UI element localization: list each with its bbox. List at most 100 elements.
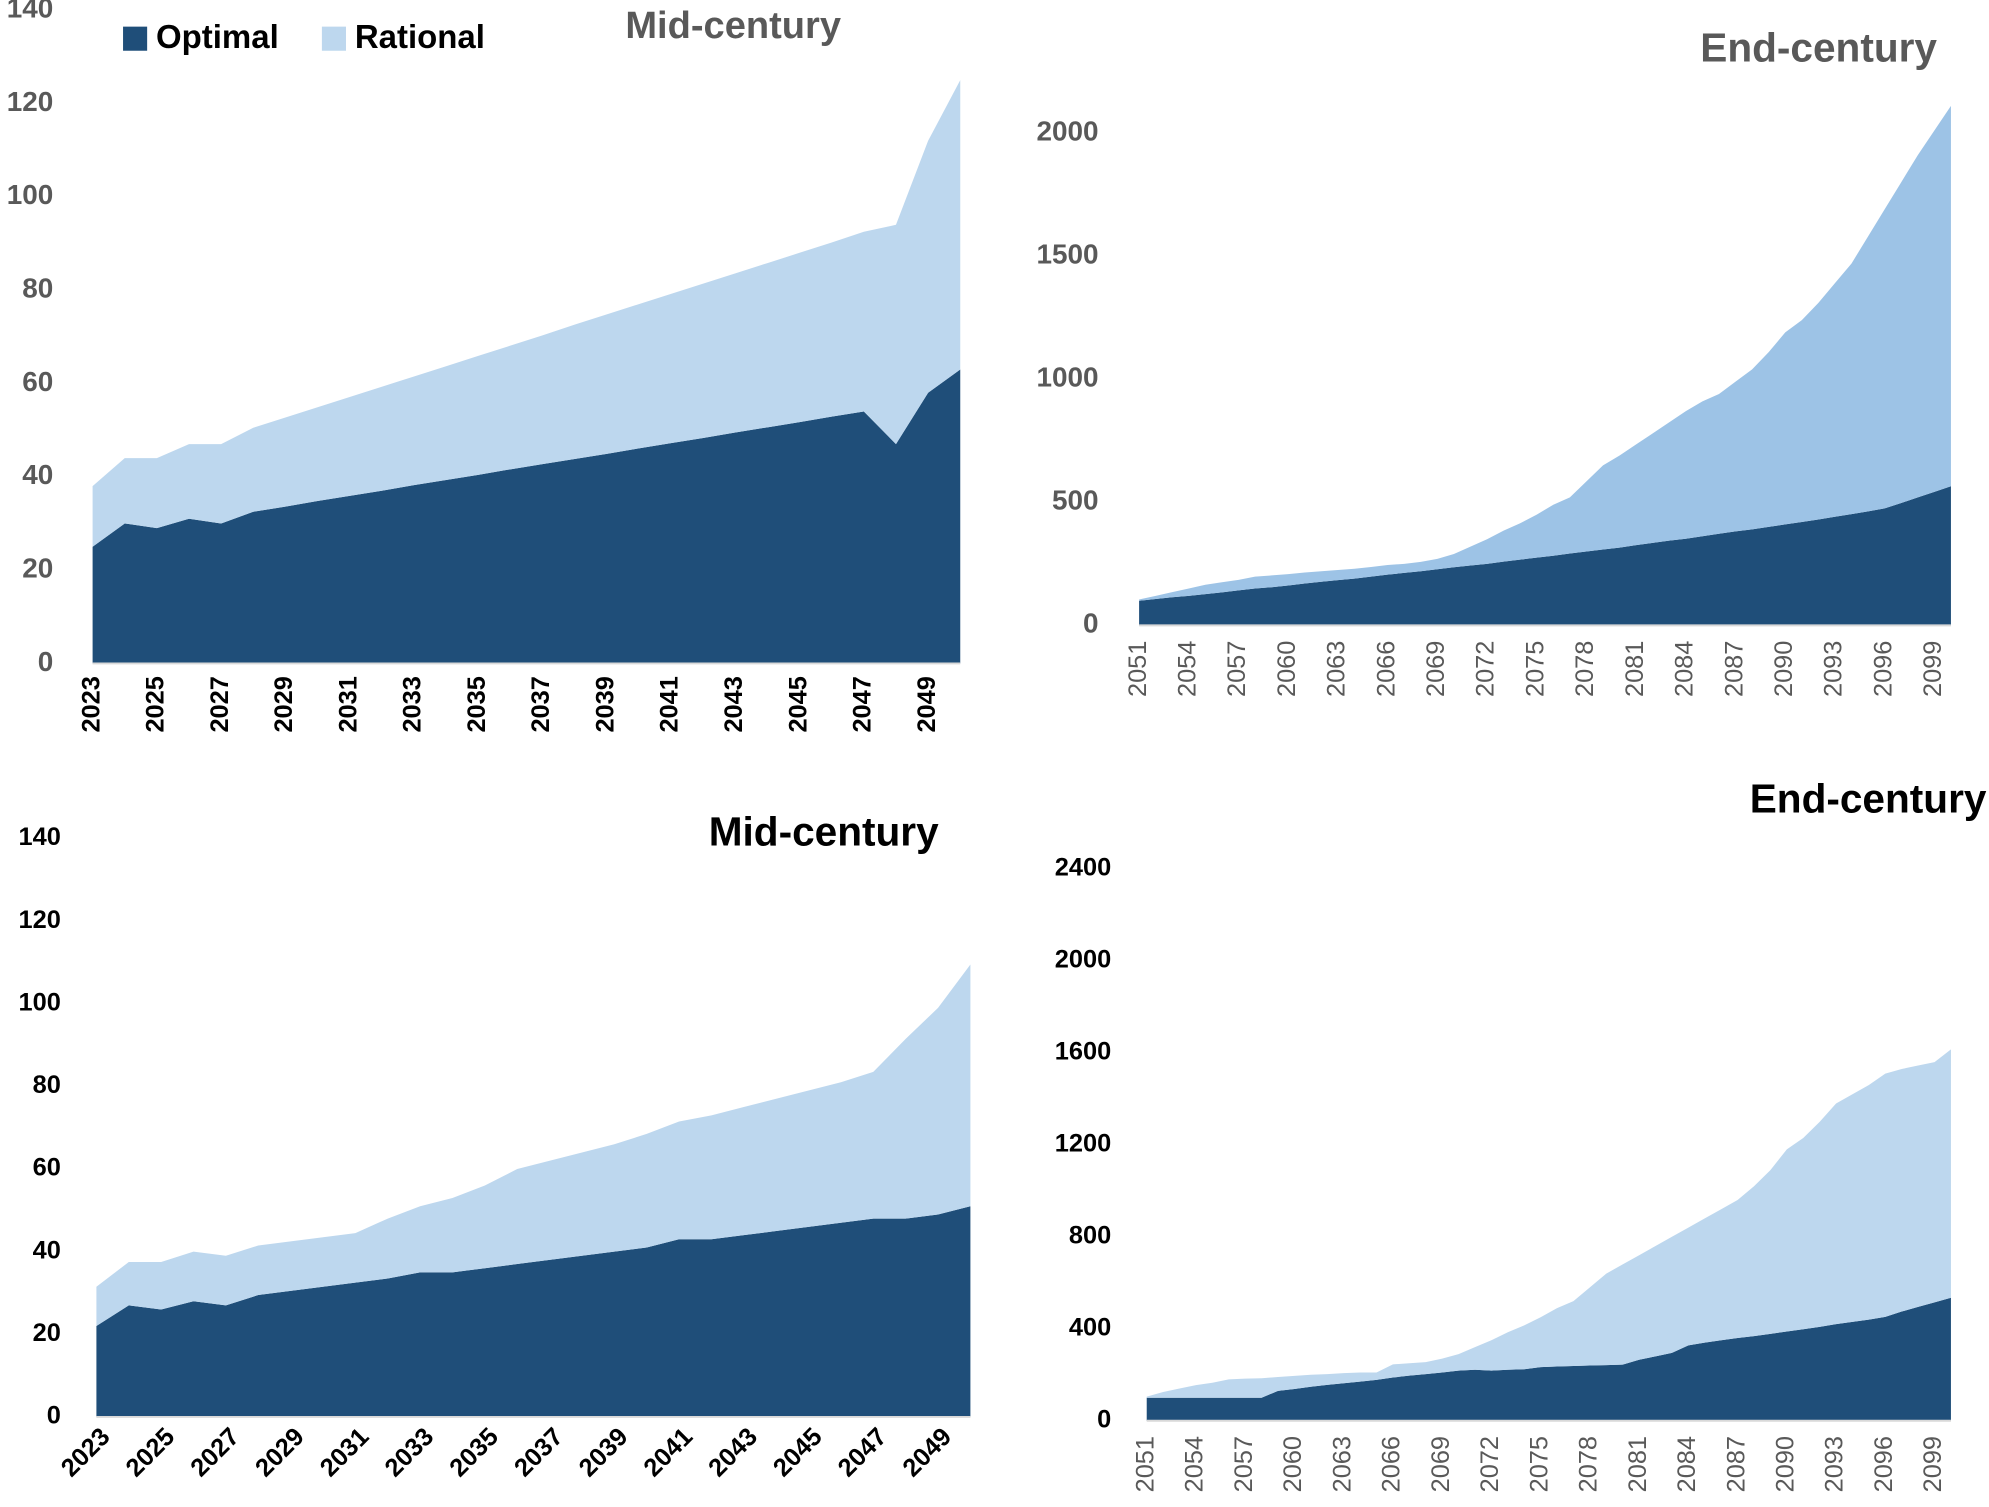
x-tick-label: 2049	[897, 1423, 957, 1483]
y-tick-label: 20	[33, 1319, 61, 1347]
y-tick-label: 0	[1097, 1405, 1111, 1433]
x-tick-label: 2041	[656, 676, 684, 732]
area	[92, 80, 961, 547]
y-tick-label: 100	[19, 988, 61, 1016]
y-tick-label: 140	[7, 0, 54, 24]
y-tick-label: 40	[22, 459, 53, 490]
x-tick-label: 2023	[77, 676, 105, 732]
x-tick-label: 2075	[1521, 641, 1549, 697]
x-tick-label: 2075	[1525, 1436, 1553, 1492]
y-tick-label: 2400	[1055, 854, 1111, 882]
x-tick-label: 2031	[315, 1423, 375, 1483]
chart-title: Mid-century	[625, 5, 841, 47]
chart-title: End-century	[1750, 775, 1987, 821]
x-tick-label: 2087	[1722, 1436, 1750, 1492]
y-tick-label: 60	[33, 1154, 61, 1182]
x-tick-label: 2096	[1870, 1436, 1898, 1492]
y-tick-label: 80	[22, 273, 53, 304]
y-tick-label: 800	[1069, 1222, 1111, 1250]
area	[1139, 486, 1951, 626]
x-tick-label: 2090	[1770, 641, 1798, 697]
x-tick-label: 2041	[639, 1423, 699, 1483]
x-tick-label: 2057	[1230, 1436, 1258, 1492]
x-tick-label: 2031	[334, 676, 362, 732]
y-tick-label: 1200	[1055, 1130, 1111, 1158]
x-tick-label: 2096	[1869, 641, 1897, 697]
y-tick-label: 20	[22, 552, 53, 583]
y-tick-label: 80	[33, 1071, 61, 1099]
area	[96, 1206, 971, 1417]
x-tick-label: 2049	[913, 676, 941, 732]
x-tick-label: 2063	[1323, 641, 1351, 697]
x-tick-label: 2035	[463, 676, 491, 732]
x-tick-label: 2093	[1821, 1436, 1849, 1492]
x-tick-label: 2045	[768, 1423, 828, 1483]
x-tick-label: 2029	[250, 1423, 310, 1483]
x-tick-label: 2025	[142, 676, 170, 732]
legend-swatch	[123, 26, 148, 51]
y-tick-label: 140	[19, 823, 61, 851]
x-tick-label: 2060	[1273, 641, 1301, 697]
x-tick-label: 2081	[1624, 1436, 1652, 1492]
x-tick-label: 2099	[1919, 1436, 1947, 1492]
y-tick-label: 500	[1052, 485, 1099, 516]
y-tick-label: 1000	[1036, 362, 1098, 393]
x-tick-label: 2069	[1427, 1436, 1455, 1492]
area	[96, 964, 971, 1327]
x-tick-label: 2069	[1422, 641, 1450, 697]
y-tick-label: 2000	[1036, 115, 1098, 146]
x-tick-label: 2099	[1919, 641, 1947, 697]
x-tick-label: 2039	[591, 676, 619, 732]
y-tick-label: 120	[7, 86, 54, 117]
y-tick-label: 0	[47, 1402, 61, 1430]
x-tick-label: 2029	[270, 676, 298, 732]
x-tick-label: 2043	[703, 1423, 763, 1483]
x-tick-label: 2051	[1131, 1436, 1159, 1492]
y-tick-label: 0	[38, 646, 54, 677]
x-tick-label: 2072	[1476, 1436, 1504, 1492]
x-tick-label: 2045	[784, 676, 812, 732]
x-tick-label: 2043	[720, 676, 748, 732]
x-tick-label: 2037	[509, 1423, 569, 1483]
y-tick-label: 40	[33, 1236, 61, 1264]
x-tick-label: 2039	[574, 1423, 634, 1483]
legend-label: Rational	[355, 18, 485, 55]
y-tick-label: 400	[1069, 1313, 1111, 1341]
area	[92, 369, 961, 664]
y-tick-label: 1500	[1036, 238, 1098, 269]
legend-swatch	[321, 26, 346, 51]
x-tick-label: 2060	[1279, 1436, 1307, 1492]
legend-label: Optimal	[156, 18, 279, 55]
area	[1146, 1049, 1951, 1398]
x-tick-label: 2072	[1472, 641, 1500, 697]
x-tick-label: 2084	[1673, 1436, 1701, 1492]
area	[1146, 1297, 1951, 1421]
chart-title: Mid-century	[709, 808, 939, 854]
x-tick-label: 2066	[1372, 641, 1400, 697]
y-tick-label: 100	[7, 179, 54, 210]
x-tick-label: 2047	[849, 676, 877, 732]
x-tick-label: 2084	[1671, 641, 1699, 697]
x-tick-label: 2047	[833, 1423, 893, 1483]
x-tick-label: 2037	[527, 676, 555, 732]
y-tick-label: 1600	[1055, 1038, 1111, 1066]
x-tick-label: 2027	[185, 1423, 245, 1483]
area	[1139, 105, 1951, 601]
x-tick-label: 2087	[1720, 641, 1748, 697]
x-tick-label: 2054	[1181, 1436, 1209, 1492]
y-tick-label: 120	[19, 906, 61, 934]
x-tick-label: 2078	[1575, 1436, 1603, 1492]
x-tick-label: 2081	[1621, 641, 1649, 697]
x-tick-label: 2057	[1223, 641, 1251, 697]
x-tick-label: 2025	[121, 1423, 181, 1483]
x-tick-label: 2063	[1328, 1436, 1356, 1492]
y-tick-label: 60	[22, 366, 53, 397]
y-tick-label: 2000	[1055, 946, 1111, 974]
x-tick-label: 2078	[1571, 641, 1599, 697]
chart-title: End-century	[1700, 24, 1937, 70]
x-tick-label: 2035	[444, 1423, 504, 1483]
x-tick-label: 2023	[56, 1423, 116, 1483]
x-tick-label: 2093	[1820, 641, 1848, 697]
